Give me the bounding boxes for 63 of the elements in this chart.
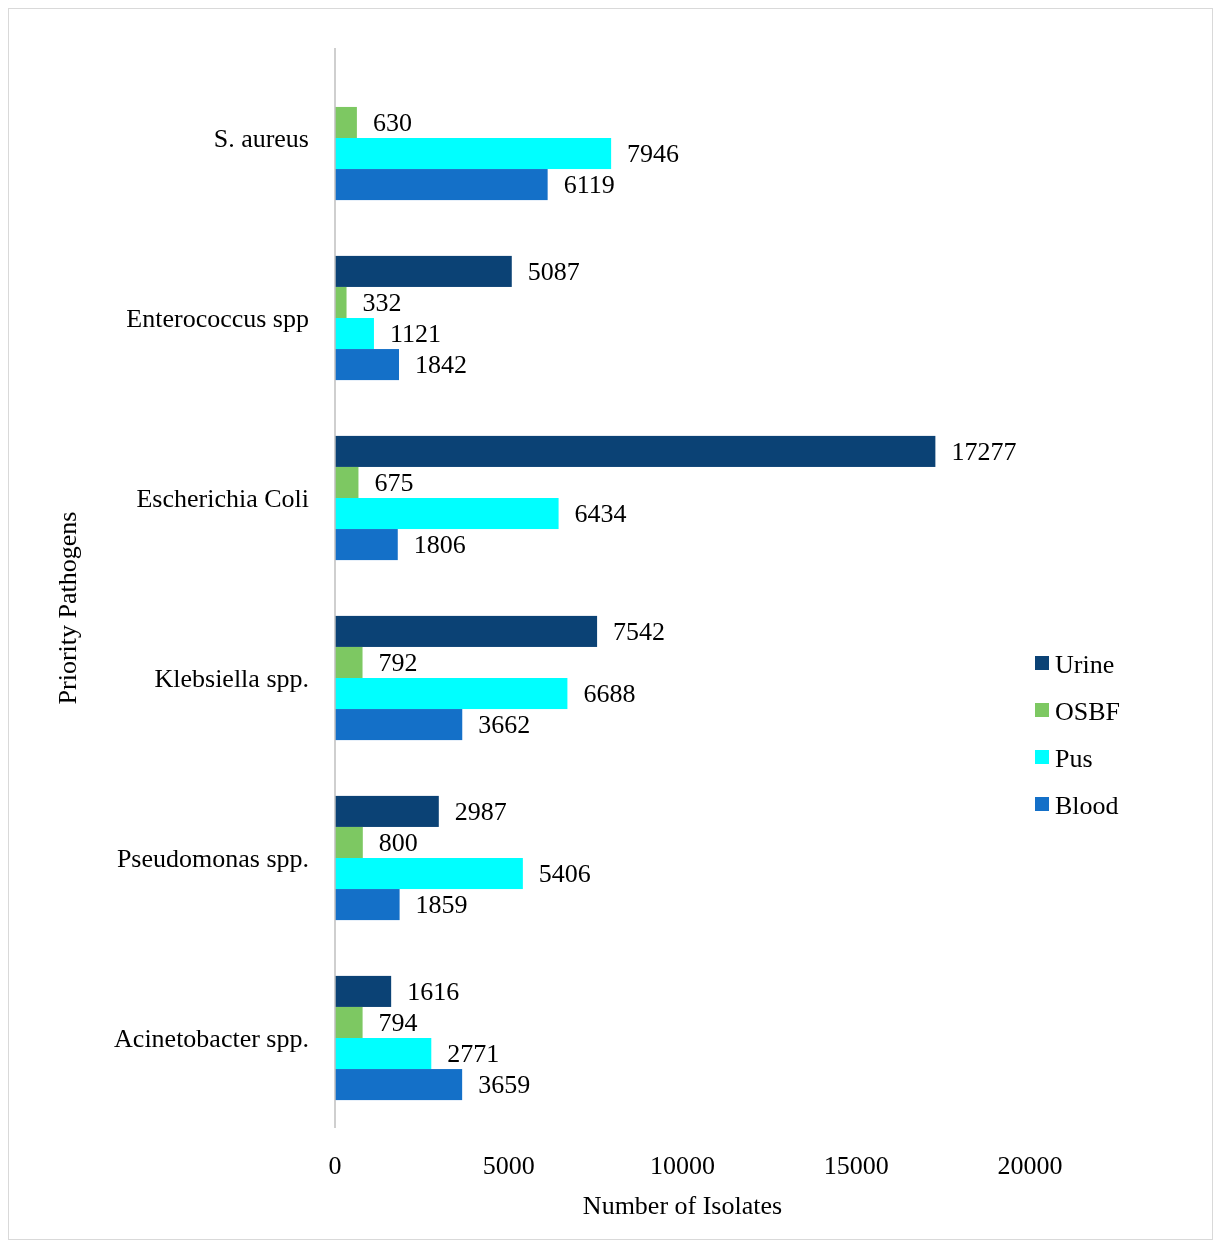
y-axis-title: Priority Pathogens bbox=[53, 511, 82, 705]
legend-label: Blood bbox=[1055, 790, 1119, 820]
bar bbox=[335, 795, 439, 827]
data-label: 1121 bbox=[389, 319, 441, 349]
bar bbox=[335, 318, 374, 350]
legend-label: Urine bbox=[1055, 649, 1115, 679]
x-tick-label: 20000 bbox=[997, 1151, 1063, 1180]
y-tick-label: Enterococcus spp bbox=[126, 303, 309, 333]
bar bbox=[335, 169, 548, 201]
data-label: 5406 bbox=[538, 859, 591, 889]
bar bbox=[335, 466, 359, 498]
x-axis-title: Number of Isolates bbox=[582, 1191, 783, 1220]
y-tick-label: Acinetobacter spp. bbox=[114, 1023, 309, 1053]
legend-label: Pus bbox=[1055, 743, 1093, 773]
bar bbox=[335, 286, 347, 318]
bar bbox=[335, 498, 559, 530]
bar bbox=[335, 646, 363, 678]
data-label: 630 bbox=[372, 107, 412, 137]
data-label: 7542 bbox=[613, 616, 666, 646]
data-label: 794 bbox=[378, 1007, 418, 1037]
data-label: 6434 bbox=[574, 499, 627, 529]
bar bbox=[335, 1038, 432, 1070]
y-tick-label: S. aureus bbox=[213, 123, 309, 153]
x-tick-label: 15000 bbox=[823, 1151, 889, 1180]
y-tick-label: Pseudomonas spp. bbox=[116, 843, 309, 873]
legend-label: OSBF bbox=[1055, 696, 1121, 726]
bar bbox=[335, 858, 523, 890]
data-label: 6119 bbox=[563, 170, 615, 200]
bar bbox=[335, 255, 512, 287]
data-label: 3659 bbox=[478, 1070, 531, 1100]
data-label: 2771 bbox=[447, 1039, 500, 1069]
bar bbox=[335, 615, 598, 647]
bar bbox=[335, 435, 936, 467]
data-label: 3662 bbox=[478, 710, 531, 740]
x-tick-label: 10000 bbox=[650, 1151, 715, 1180]
data-label: 17277 bbox=[951, 436, 1017, 466]
bar bbox=[335, 349, 400, 381]
data-label: 675 bbox=[374, 467, 414, 497]
data-label: 1806 bbox=[413, 530, 466, 560]
bar bbox=[335, 1069, 463, 1101]
bar bbox=[335, 709, 463, 741]
data-label: 1616 bbox=[407, 976, 460, 1006]
bar bbox=[335, 975, 392, 1007]
data-label: 332 bbox=[362, 287, 402, 317]
data-label: 5087 bbox=[527, 256, 580, 286]
data-label: 2987 bbox=[454, 796, 507, 826]
y-tick-label: Escherichia Coli bbox=[136, 483, 309, 513]
data-label: 1842 bbox=[415, 350, 468, 380]
bar bbox=[335, 529, 398, 561]
data-label: 792 bbox=[378, 647, 418, 677]
x-tick-label: 0 bbox=[328, 1151, 342, 1180]
bar bbox=[335, 1006, 363, 1038]
data-label: 800 bbox=[378, 827, 418, 857]
data-label: 7946 bbox=[627, 139, 680, 169]
bar bbox=[335, 889, 400, 921]
data-label: 6688 bbox=[583, 679, 636, 709]
bar bbox=[335, 106, 357, 138]
y-tick-label: Klebsiella spp. bbox=[154, 663, 309, 693]
bar bbox=[335, 678, 568, 710]
x-tick-label: 5000 bbox=[482, 1151, 535, 1180]
bar bbox=[335, 826, 363, 858]
bar bbox=[335, 138, 612, 170]
data-label: 1859 bbox=[415, 890, 468, 920]
